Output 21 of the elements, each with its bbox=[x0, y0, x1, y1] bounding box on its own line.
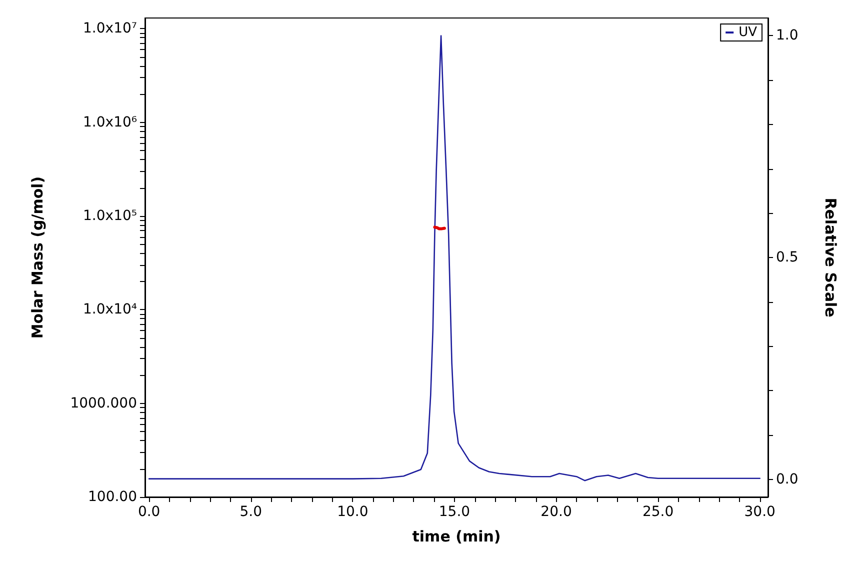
x-tick-label: 0.0 bbox=[138, 504, 160, 520]
x-tick-label: 10.0 bbox=[337, 504, 368, 520]
y2-axis-title: Relative Scale bbox=[822, 198, 840, 318]
x-axis-title: time (min) bbox=[412, 528, 501, 546]
y2-tick-label: 0.0 bbox=[776, 471, 798, 488]
y-tick-label: 1.0x10⁷ bbox=[83, 20, 137, 37]
y-tick-label: 1.0x10⁴ bbox=[83, 302, 138, 318]
x-tick-label: 30.0 bbox=[744, 504, 776, 520]
x-tick-label: 25.0 bbox=[642, 504, 674, 520]
y-tick-label: 100.00 bbox=[88, 489, 137, 505]
y2-tick-label: 1.0 bbox=[776, 28, 798, 44]
x-tick-label: 20.0 bbox=[540, 504, 572, 520]
x-tick-label: 5.0 bbox=[240, 504, 262, 520]
y-tick-label: 1000.000 bbox=[70, 395, 137, 412]
y-axis-title: Molar Mass (g/mol) bbox=[28, 176, 46, 339]
y-tick-label: 1.0x10⁵ bbox=[83, 208, 137, 224]
line-series bbox=[148, 35, 761, 482]
y-tick-label: 1.0x10⁶ bbox=[83, 114, 138, 130]
legend-label: UV bbox=[738, 25, 758, 40]
x-tick-label: 15.0 bbox=[438, 504, 470, 520]
y2-tick-label: 0.5 bbox=[776, 250, 798, 266]
